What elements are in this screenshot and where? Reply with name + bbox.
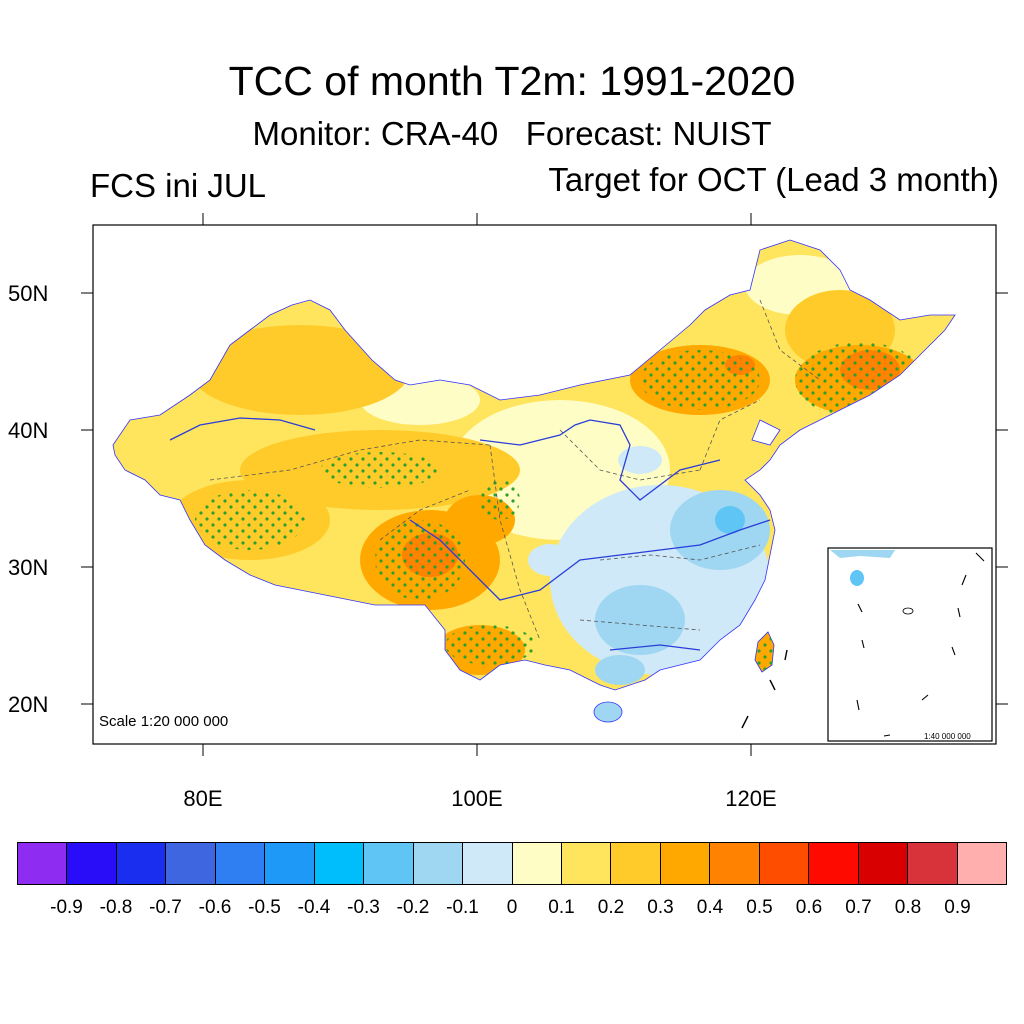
colorbar-box bbox=[413, 843, 464, 884]
lon-tick-80e: 80E bbox=[183, 786, 222, 811]
colorbar-box bbox=[314, 843, 365, 884]
colorbar-box bbox=[18, 843, 68, 884]
map-scale-label: Scale 1:20 000 000 bbox=[99, 713, 228, 730]
colorbar-label: 0.7 bbox=[845, 897, 872, 918]
colorbar-labels: -0.9 -0.8 -0.7 -0.6 -0.5 -0.4 -0.3 -0.2 -0.1 0 0.1… bbox=[0, 896, 1024, 926]
chart-title: TCC of month T2m: 1991-2020 bbox=[228, 58, 796, 104]
axis-ticks bbox=[81, 213, 1008, 756]
colorbar-label: -0.7 bbox=[149, 897, 182, 918]
colorbar-box bbox=[265, 843, 315, 884]
colorbar-box bbox=[660, 843, 711, 884]
colorbar-box bbox=[166, 843, 216, 884]
lat-tick-50n: 50N bbox=[8, 281, 48, 306]
colorbar-label: -0.9 bbox=[50, 897, 83, 918]
colorbar-box bbox=[809, 843, 859, 884]
colorbar-label: 0.8 bbox=[894, 897, 922, 918]
colorbar-box bbox=[858, 843, 909, 884]
colorbar-label: -0.1 bbox=[446, 897, 479, 918]
lon-tick-120e: 120E bbox=[725, 786, 776, 811]
colorbar-label: -0.4 bbox=[297, 897, 331, 918]
inset-scale-label: 1:40 000 000 bbox=[924, 732, 971, 741]
colorbar-label: -0.8 bbox=[99, 897, 133, 918]
lat-tick-40n: 40N bbox=[8, 418, 48, 443]
lon-tick-100e: 100E bbox=[451, 786, 502, 811]
colorbar-label: 0.9 bbox=[944, 897, 971, 918]
colorbar-label: 0.2 bbox=[597, 897, 625, 918]
colorbar-label: 0.5 bbox=[746, 897, 773, 918]
target-label: Target for OCT (Lead 3 month) bbox=[548, 161, 999, 198]
colorbar-box bbox=[364, 843, 414, 884]
colorbar-label: 0.6 bbox=[795, 897, 823, 918]
colorbar-box bbox=[512, 843, 562, 884]
colorbar-label: -0.5 bbox=[248, 897, 281, 918]
colorbar-box bbox=[611, 843, 661, 884]
lat-tick-20n: 20N bbox=[8, 692, 48, 717]
colorbar-label: -0.3 bbox=[347, 897, 380, 918]
south-china-sea-inset: 1:40 000 000 bbox=[827, 547, 993, 742]
colorbar-box bbox=[215, 843, 266, 884]
colorbar-box bbox=[908, 843, 958, 884]
colorbar-box bbox=[67, 843, 117, 884]
colorbar-box bbox=[710, 843, 760, 884]
lat-tick-30n: 30N bbox=[8, 555, 48, 580]
chart-subtitle: Monitor: CRA-40 Forecast: NUIST bbox=[252, 115, 772, 152]
colorbar-label: 0 bbox=[506, 897, 518, 918]
colorbar-label: 0.3 bbox=[647, 897, 674, 918]
colorbar-box bbox=[463, 843, 513, 884]
colorbar-label: 0.4 bbox=[696, 897, 724, 918]
colorbar-box bbox=[561, 843, 612, 884]
colorbar-box bbox=[957, 843, 1007, 884]
init-label: FCS ini JUL bbox=[90, 167, 267, 204]
colorbar-box bbox=[759, 843, 810, 884]
colorbar-label: 0.1 bbox=[548, 897, 575, 918]
colorbar-label: -0.6 bbox=[198, 897, 232, 918]
colorbar-label: -0.2 bbox=[396, 897, 430, 918]
colorbar-box bbox=[116, 843, 167, 884]
colorbar bbox=[17, 842, 1007, 885]
